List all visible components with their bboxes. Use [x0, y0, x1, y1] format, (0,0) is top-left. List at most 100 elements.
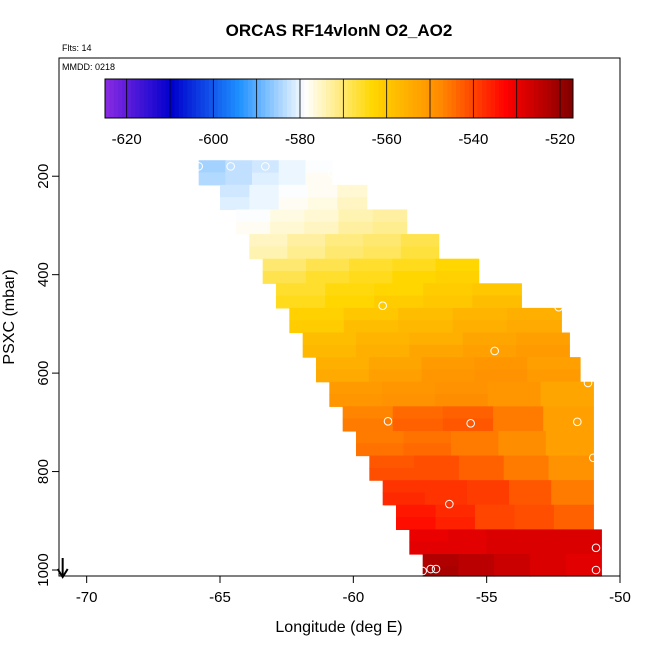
data-point [445, 499, 454, 509]
colorbar-swatch [209, 79, 214, 118]
colorbar-swatch [395, 79, 401, 118]
colorbar-swatch [521, 79, 526, 118]
heatmap-cell [493, 406, 544, 420]
heatmap-cell [262, 270, 307, 284]
heatmap-cell [305, 172, 333, 186]
heatmap-cell [409, 332, 464, 346]
heatmap-cell [392, 418, 444, 432]
colorbar-swatch [243, 79, 249, 118]
colorbar-tick-label: -520 [545, 131, 575, 148]
heatmap-cell [368, 369, 423, 383]
colorbar-swatch [525, 79, 531, 118]
heatmap-cell [369, 455, 415, 469]
heatmap-cell [236, 221, 271, 235]
colorbar-swatch [460, 79, 466, 118]
colorbar-swatch [417, 79, 422, 118]
heatmap-cell [409, 344, 464, 358]
colorbar-swatch [564, 79, 570, 118]
heatmap-cell [392, 270, 437, 284]
heatmap-cell [435, 504, 476, 518]
y-tick-label: 200 [35, 164, 52, 189]
colorbar-swatch [352, 79, 357, 118]
heatmap-cell [392, 258, 437, 272]
x-tick-label: -70 [76, 589, 98, 606]
heatmap-cell [325, 295, 375, 309]
heatmap-cell [529, 554, 567, 567]
colorbar-swatch [443, 79, 448, 118]
heatmap-cell [356, 443, 405, 457]
colorbar-swatch [170, 79, 175, 118]
data-point [490, 346, 499, 356]
colorbar-swatch [356, 79, 362, 118]
x-tick-label: -55 [476, 589, 498, 606]
heatmap-cell [398, 307, 454, 321]
heatmap-cell [435, 258, 480, 272]
heatmap-cell [548, 455, 594, 469]
heatmap-cell [562, 541, 602, 555]
down-arrow-icon [56, 558, 69, 579]
heatmap-cell [337, 184, 368, 198]
heatmap-cell [302, 332, 357, 346]
colorbar-swatch [391, 79, 396, 118]
data-point [378, 301, 387, 310]
colorbar-swatch [412, 79, 418, 118]
heatmap-cell [400, 246, 440, 260]
colorbar-swatch [534, 79, 539, 118]
heatmap-cell [435, 270, 480, 284]
colorbar-swatch [217, 79, 223, 118]
heatmap-cell [458, 455, 505, 469]
heatmap-cell [424, 492, 468, 506]
colorbar-swatch [486, 79, 492, 118]
heatmap-cell [270, 221, 305, 235]
colorbar-swatch [434, 79, 440, 118]
heatmap-cell [414, 467, 460, 481]
heatmap-cell [474, 369, 528, 383]
colorbar-swatch [499, 79, 505, 118]
heatmap-cell [494, 554, 531, 567]
heatmap-cell [236, 209, 271, 223]
heatmap-cell [509, 492, 552, 506]
colorbar-swatch [477, 79, 483, 118]
data-point [194, 162, 203, 171]
heatmap-cell [458, 467, 505, 481]
colorbar-tick-label: -560 [372, 131, 402, 148]
colorbar-swatch [291, 79, 297, 118]
colorbar-swatch [200, 79, 206, 118]
heatmap-cell [553, 517, 594, 530]
heatmap-cell [462, 332, 517, 346]
colorbar-swatch [135, 79, 141, 118]
colorbar-swatch [256, 79, 262, 118]
colorbar-swatch [516, 79, 522, 118]
heatmap-cell [442, 418, 494, 432]
heatmap-cell [198, 172, 226, 186]
heatmap-cell [396, 504, 437, 518]
colorbar-swatch [118, 79, 123, 118]
colorbar-swatch [321, 79, 327, 118]
heatmap-cell [220, 197, 250, 211]
heatmap-cell [225, 160, 253, 174]
heatmap-cell [289, 307, 345, 321]
heatmap-cell [338, 209, 374, 223]
colorbar-swatch [542, 79, 548, 118]
heatmap-cell [424, 480, 468, 494]
colorbar-swatch [399, 79, 405, 118]
heatmap-cell [396, 517, 437, 530]
y-axis-label: PSXC (mbar) [1, 269, 18, 364]
heatmap-cell [434, 394, 489, 407]
heatmap-cell [382, 381, 436, 395]
heatmap-cell [262, 258, 307, 272]
heatmap-cell [503, 455, 550, 469]
colorbar-swatch [122, 79, 128, 118]
heatmap-cell [278, 197, 309, 211]
heatmap-cell [409, 541, 449, 555]
heatmap-cell [452, 320, 508, 334]
colorbar-swatch [317, 79, 323, 118]
heatmap-cell [423, 295, 473, 309]
heatmap-cell [524, 541, 564, 555]
heatmap-cell [422, 566, 459, 577]
heatmap-cell [372, 209, 408, 223]
heatmap-cell [249, 246, 288, 260]
data-point [583, 378, 593, 388]
data-point [466, 419, 475, 428]
heatmap-cell [276, 295, 326, 309]
